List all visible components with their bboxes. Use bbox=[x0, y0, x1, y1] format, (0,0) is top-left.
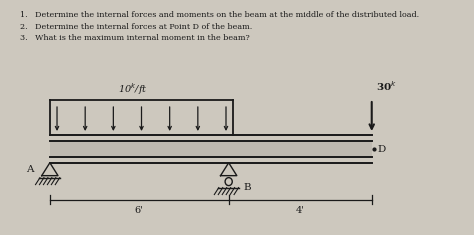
Text: 6': 6' bbox=[135, 207, 144, 215]
Text: D: D bbox=[377, 145, 385, 154]
Text: 2.   Determine the internal forces at Point D of the beam.: 2. Determine the internal forces at Poin… bbox=[20, 23, 253, 31]
Bar bbox=[50, 141, 372, 157]
Text: 10$^k$/ft: 10$^k$/ft bbox=[118, 81, 147, 97]
Text: A: A bbox=[26, 165, 34, 174]
Text: 30$^k$: 30$^k$ bbox=[376, 79, 397, 93]
Text: 1.   Determine the internal forces and moments on the beam at the middle of the : 1. Determine the internal forces and mom… bbox=[20, 11, 419, 19]
Text: 4': 4' bbox=[296, 207, 305, 215]
Text: B: B bbox=[243, 183, 251, 192]
Text: 3.   What is the maximum internal moment in the beam?: 3. What is the maximum internal moment i… bbox=[20, 35, 250, 43]
